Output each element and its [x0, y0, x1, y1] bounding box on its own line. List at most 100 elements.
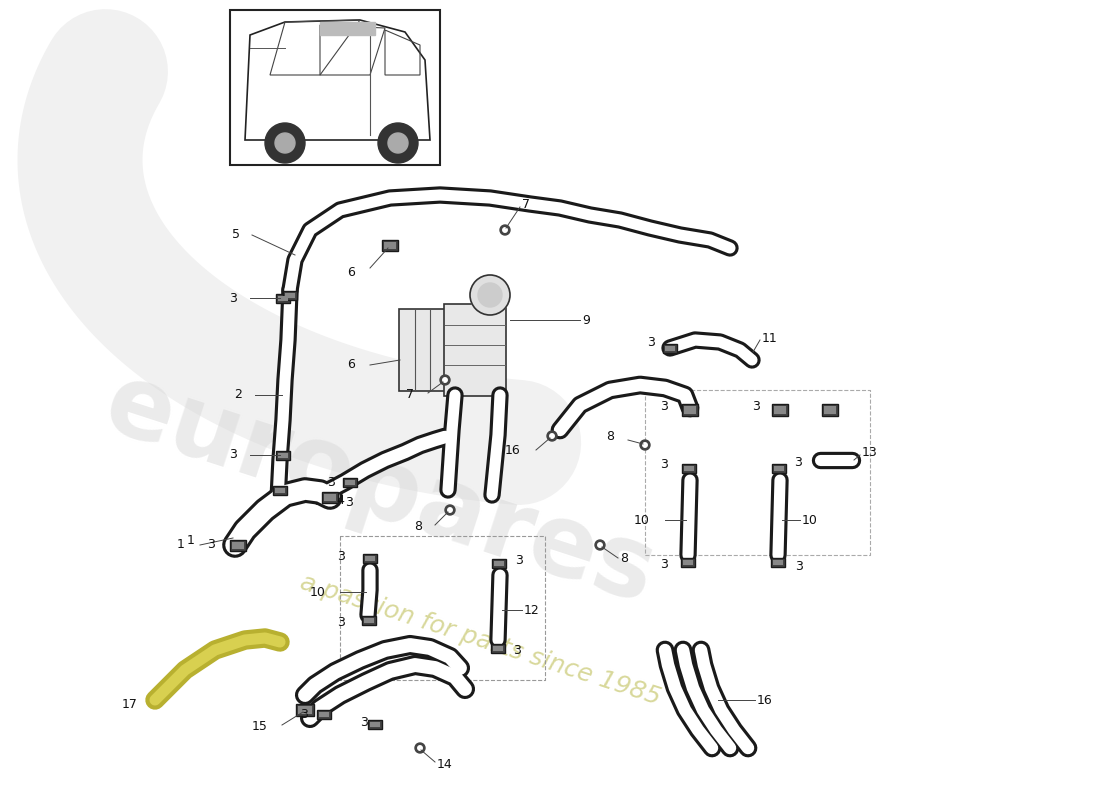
Bar — [682, 404, 698, 416]
Circle shape — [640, 440, 650, 450]
Text: 10: 10 — [634, 514, 650, 526]
Bar — [822, 404, 838, 416]
Bar — [230, 539, 246, 550]
Text: 3: 3 — [660, 458, 668, 471]
Bar — [772, 463, 786, 473]
Text: 10: 10 — [310, 586, 326, 598]
Circle shape — [265, 123, 305, 163]
Text: a passion for parts since 1985: a passion for parts since 1985 — [297, 570, 663, 710]
Bar — [774, 466, 784, 470]
Bar — [492, 558, 506, 567]
Text: 9: 9 — [582, 314, 590, 326]
Bar — [683, 559, 693, 565]
Bar — [230, 10, 440, 165]
Bar — [493, 646, 503, 650]
Circle shape — [595, 540, 605, 550]
Bar — [275, 487, 285, 493]
Text: 16: 16 — [504, 443, 520, 457]
Bar — [774, 406, 786, 414]
Bar — [324, 494, 336, 501]
Bar — [322, 491, 338, 502]
Text: 7: 7 — [406, 389, 414, 402]
Bar — [773, 559, 783, 565]
Bar — [491, 643, 505, 653]
Circle shape — [388, 133, 408, 153]
Circle shape — [478, 283, 502, 307]
Text: 10: 10 — [802, 514, 818, 526]
Circle shape — [440, 375, 450, 385]
Text: 3: 3 — [513, 643, 521, 657]
Text: 13: 13 — [862, 446, 878, 459]
Bar — [317, 710, 331, 718]
Bar — [772, 404, 788, 416]
Bar — [232, 542, 244, 549]
Bar — [278, 295, 288, 301]
Text: 16: 16 — [757, 694, 772, 706]
Bar — [283, 290, 297, 299]
Bar — [345, 479, 355, 485]
Text: 3: 3 — [300, 707, 308, 721]
Circle shape — [378, 123, 418, 163]
Circle shape — [550, 434, 554, 438]
Text: 17: 17 — [122, 698, 138, 711]
Text: 7: 7 — [522, 198, 530, 211]
Text: 3: 3 — [752, 399, 760, 413]
Bar — [365, 555, 375, 561]
Text: 3: 3 — [515, 554, 522, 567]
Circle shape — [547, 431, 557, 441]
Circle shape — [415, 743, 425, 753]
Text: 6: 6 — [348, 266, 355, 278]
Text: 8: 8 — [414, 521, 422, 534]
Text: 15: 15 — [252, 721, 268, 734]
Bar — [370, 722, 379, 726]
Circle shape — [597, 542, 603, 547]
Text: 3: 3 — [229, 449, 236, 462]
Circle shape — [470, 275, 510, 315]
Bar — [771, 558, 785, 566]
Text: 14: 14 — [437, 758, 453, 770]
Text: europares: europares — [92, 355, 668, 625]
Bar — [382, 239, 398, 250]
Bar — [684, 406, 696, 414]
Text: 3: 3 — [337, 550, 345, 562]
Text: 3: 3 — [345, 497, 353, 510]
FancyBboxPatch shape — [444, 304, 506, 396]
Circle shape — [503, 228, 507, 232]
Text: 3: 3 — [337, 615, 345, 629]
Bar — [684, 466, 694, 470]
Bar — [663, 343, 676, 353]
Bar — [824, 406, 836, 414]
Text: 3: 3 — [660, 558, 668, 571]
Bar — [276, 294, 290, 302]
Circle shape — [275, 133, 295, 153]
Circle shape — [448, 508, 452, 512]
Circle shape — [442, 378, 448, 382]
Bar — [362, 615, 376, 625]
Bar — [682, 463, 696, 473]
Text: 1: 1 — [177, 538, 185, 551]
Text: 3: 3 — [647, 337, 654, 350]
Text: 3: 3 — [327, 475, 336, 489]
Text: 8: 8 — [620, 551, 628, 565]
Text: 3: 3 — [794, 457, 802, 470]
Circle shape — [446, 505, 455, 515]
Bar — [363, 554, 377, 562]
Text: 2: 2 — [234, 389, 242, 402]
Bar — [494, 561, 504, 566]
Text: 1: 1 — [187, 534, 195, 546]
Bar — [364, 618, 374, 622]
Bar — [285, 293, 295, 298]
Bar — [384, 242, 396, 249]
Text: 6: 6 — [348, 358, 355, 371]
Bar — [276, 450, 290, 459]
Bar — [320, 22, 375, 35]
Bar — [296, 704, 314, 716]
Bar — [368, 719, 382, 729]
Circle shape — [418, 746, 422, 750]
Text: 3: 3 — [229, 291, 236, 305]
Bar — [666, 346, 675, 350]
Circle shape — [500, 225, 510, 235]
Circle shape — [642, 442, 647, 447]
Text: 8: 8 — [606, 430, 614, 443]
Text: 3: 3 — [660, 399, 668, 413]
